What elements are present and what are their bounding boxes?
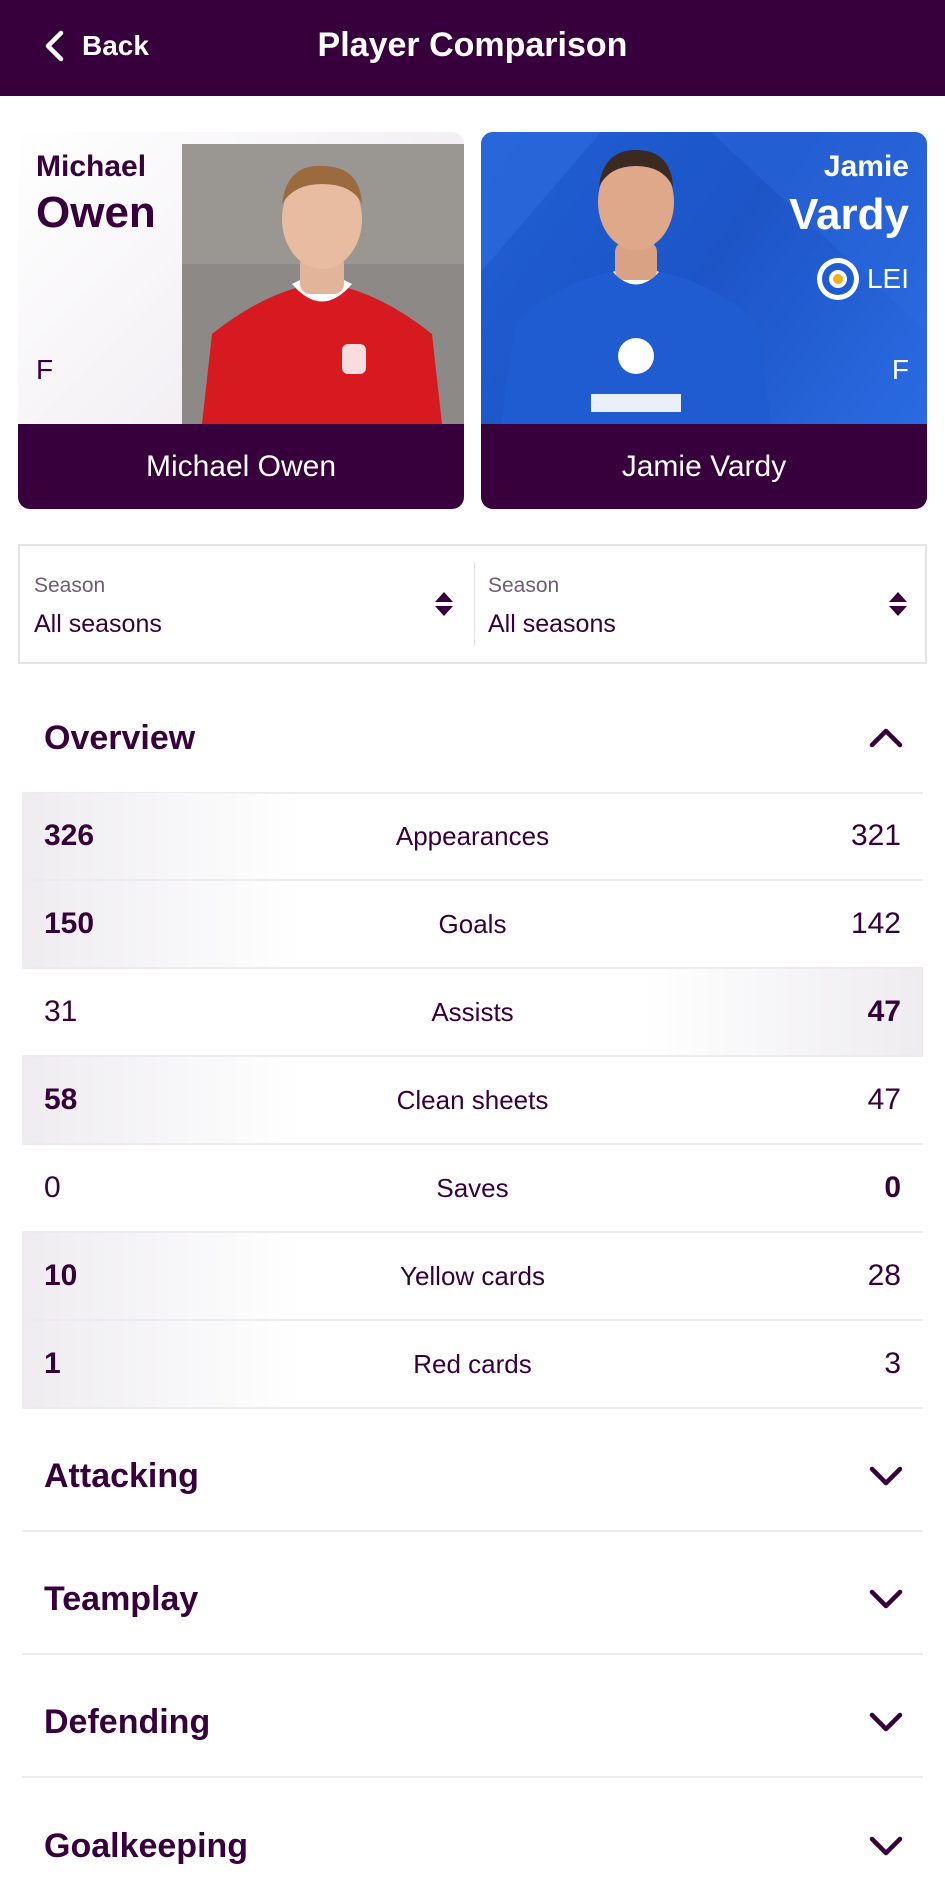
chevron-up-icon (869, 727, 903, 749)
club-code: LEI (866, 263, 909, 294)
stat-value-right: 47 (867, 1083, 901, 1116)
season-select-left[interactable]: Season All seasons (20, 546, 474, 662)
season-value-right: All seasons (488, 610, 616, 638)
back-button[interactable]: Back (40, 26, 149, 66)
season-label-left: Season (34, 574, 106, 597)
season-selector: Season All seasons Season All seasons (18, 544, 927, 664)
player-photo-left (182, 144, 464, 424)
player-position-right: F (891, 354, 909, 385)
stat-value-right: 0 (884, 1171, 901, 1204)
season-label-right: Season (488, 574, 560, 597)
player-name-bar-left: Michael Owen (18, 424, 464, 509)
stat-row-saves: 0 Saves 0 (22, 1145, 923, 1233)
player-full-name-left: Michael Owen (145, 449, 337, 483)
chevron-down-icon (869, 1711, 903, 1733)
stat-label: Red cards (413, 1349, 532, 1379)
stat-label: Clean sheets (396, 1085, 549, 1115)
stat-row-yellow-cards: 10 Yellow cards 28 (22, 1233, 923, 1321)
stat-value-left: 0 (44, 1171, 61, 1204)
page-title: Player Comparison (317, 26, 628, 64)
stat-value-left: 150 (44, 907, 95, 940)
player-photo-right (501, 132, 771, 424)
stat-row-clean-sheets: 58 Clean sheets 47 (22, 1057, 923, 1145)
stat-value-left: 1 (44, 1347, 61, 1380)
season-divider (474, 562, 475, 646)
section-overview-title: Overview (44, 718, 196, 757)
stat-row-red-cards: 1 Red cards 3 (22, 1321, 923, 1409)
section-attacking-header[interactable]: Attacking (22, 1422, 923, 1532)
section-teamplay-header[interactable]: Teamplay (22, 1545, 923, 1655)
stat-row-assists: 31 Assists 47 (22, 969, 923, 1057)
player-first-name-left: Michael (36, 150, 147, 183)
section-defending-title: Defending (44, 1702, 211, 1741)
stat-row-goals: 150 Goals 142 (22, 881, 923, 969)
stat-value-right: 28 (867, 1259, 901, 1292)
stat-label: Assists (431, 997, 514, 1027)
player-card-right-hero: Jamie Vardy LEI F (481, 132, 927, 424)
stat-label: Yellow cards (399, 1261, 545, 1291)
app-header: Back Player Comparison (0, 0, 945, 96)
player-last-name-right: Vardy (789, 190, 909, 239)
stat-value-left: 326 (44, 819, 95, 852)
sort-arrows-icon (434, 590, 454, 618)
section-defending-header[interactable]: Defending (22, 1668, 923, 1778)
stat-value-left: 31 (44, 995, 78, 1028)
sort-arrows-icon (888, 590, 908, 618)
season-select-right[interactable]: Season All seasons (474, 546, 928, 662)
stat-value-left: 10 (44, 1259, 78, 1292)
stat-value-right: 3 (884, 1347, 901, 1380)
stat-highlight (22, 881, 302, 967)
player-position-left: F (36, 354, 54, 385)
stat-highlight (643, 969, 923, 1055)
back-label: Back (82, 30, 149, 61)
chevron-down-icon (869, 1835, 903, 1857)
stat-label: Goals (438, 909, 507, 939)
section-overview-header[interactable]: Overview (22, 684, 923, 794)
player-card-right[interactable]: Jamie Vardy LEI F Jamie Vardy (481, 132, 927, 509)
section-attacking-title: Attacking (44, 1456, 199, 1495)
chevron-left-icon (40, 26, 68, 66)
player-name-bar-right: Jamie Vardy (481, 424, 927, 509)
stat-value-left: 58 (44, 1083, 78, 1116)
stat-highlight (22, 1321, 302, 1407)
club-info: LEI (816, 258, 909, 300)
section-goalkeeping-header[interactable]: Goalkeeping (22, 1791, 923, 1883)
season-value-left: All seasons (34, 610, 162, 638)
stat-highlight (22, 1057, 302, 1143)
player-first-name-right: Jamie (823, 150, 909, 183)
stat-value-right: 47 (867, 995, 901, 1028)
stat-highlight (22, 1233, 302, 1319)
overview-stats-table: 326 Appearances 321 150 Goals 142 31 Ass… (22, 793, 923, 1409)
player-card-left[interactable]: Michael Owen F Michael Owen (18, 132, 464, 509)
section-goalkeeping-title: Goalkeeping (44, 1826, 249, 1865)
stat-label: Appearances (395, 821, 550, 851)
chevron-down-icon (869, 1465, 903, 1487)
stat-label: Saves (436, 1173, 509, 1203)
player-card-left-hero: Michael Owen F (18, 132, 464, 424)
stat-highlight (22, 793, 302, 879)
stat-row-appearances: 326 Appearances 321 (22, 793, 923, 881)
club-crest-icon (816, 258, 859, 300)
chevron-down-icon (869, 1588, 903, 1610)
section-teamplay-title: Teamplay (44, 1579, 199, 1618)
stat-value-right: 142 (850, 907, 901, 940)
player-full-name-right: Jamie Vardy (621, 449, 787, 483)
player-last-name-left: Owen (36, 188, 156, 237)
stat-value-right: 321 (850, 819, 901, 852)
